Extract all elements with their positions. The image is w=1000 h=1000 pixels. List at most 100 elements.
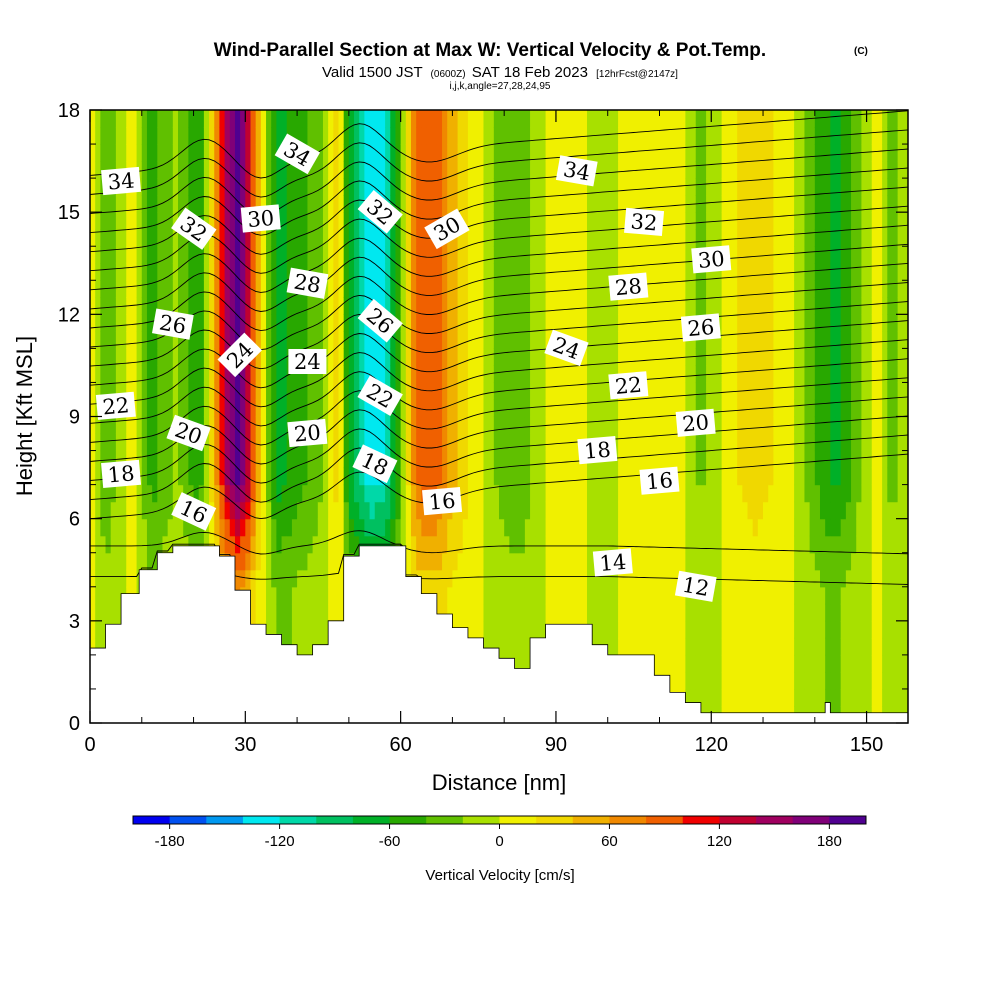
velocity-cell (561, 467, 567, 486)
velocity-cell (711, 263, 718, 281)
velocity-cell (581, 246, 588, 264)
velocity-cell (198, 467, 205, 486)
velocity-cell (747, 603, 754, 622)
velocity-cell (115, 484, 122, 503)
velocity-cell (535, 229, 542, 247)
velocity-cell (742, 331, 749, 349)
velocity-cell (794, 280, 800, 298)
velocity-cell (752, 569, 759, 588)
velocity-cell (359, 416, 365, 435)
velocity-cell (431, 127, 438, 145)
velocity-cell (587, 229, 593, 247)
velocity-cell (95, 161, 101, 179)
velocity-cell (452, 314, 459, 332)
velocity-cell (602, 467, 609, 486)
velocity-cell (203, 450, 210, 469)
velocity-cell (514, 484, 521, 503)
velocity-cell (354, 501, 360, 520)
velocity-cell (628, 433, 635, 452)
velocity-cell (385, 433, 391, 452)
velocity-cell (436, 348, 443, 367)
velocity-cell (219, 229, 226, 247)
velocity-cell (550, 569, 557, 588)
velocity-cell (348, 297, 355, 315)
velocity-cell (669, 110, 676, 128)
velocity-cell (493, 348, 500, 367)
velocity-cell (783, 331, 790, 349)
velocity-cell (535, 280, 542, 298)
velocity-cell (545, 161, 552, 179)
velocity-cell (711, 433, 718, 452)
velocity-cell (731, 518, 738, 537)
velocity-cell (680, 212, 686, 230)
velocity-cell (664, 280, 671, 298)
velocity-cell (535, 144, 542, 162)
velocity-cell (302, 569, 309, 588)
velocity-cell (540, 212, 547, 230)
velocity-cell (493, 552, 500, 571)
velocity-cell (198, 110, 205, 128)
velocity-cell (571, 144, 578, 162)
velocity-cell (105, 603, 112, 622)
velocity-cell (379, 246, 386, 264)
velocity-cell (442, 552, 448, 571)
velocity-cell (157, 178, 164, 196)
velocity-cell (654, 365, 661, 384)
velocity-cell (540, 263, 547, 281)
velocity-cell (172, 110, 179, 128)
velocity-cell (421, 144, 428, 162)
velocity-cell (587, 382, 593, 401)
velocity-cell (297, 586, 303, 605)
velocity-cell (799, 416, 806, 435)
velocity-cell (778, 110, 785, 128)
velocity-cell (602, 416, 609, 435)
velocity-cell (571, 399, 578, 418)
velocity-cell (597, 416, 604, 435)
velocity-cell (628, 195, 635, 213)
velocity-cell (203, 127, 210, 145)
velocity-cell (690, 688, 697, 707)
velocity-cell (700, 603, 707, 622)
velocity-cell (462, 365, 469, 384)
velocity-cell (297, 127, 303, 145)
velocity-cell (462, 467, 469, 486)
velocity-cell (447, 450, 454, 469)
velocity-cell (690, 127, 697, 145)
velocity-cell (685, 399, 692, 418)
velocity-cell (302, 467, 309, 486)
velocity-cell (711, 637, 718, 656)
velocity-cell (571, 603, 578, 622)
velocity-cell (178, 450, 184, 469)
velocity-cell (167, 348, 174, 367)
velocity-cell (457, 450, 464, 469)
velocity-cell (105, 212, 112, 230)
velocity-cell (343, 297, 350, 315)
velocity-cell (763, 331, 769, 349)
velocity-cell (514, 263, 521, 281)
velocity-cell (110, 331, 117, 349)
velocity-cell (504, 467, 510, 486)
velocity-cell (90, 144, 96, 162)
velocity-cell (452, 603, 459, 622)
velocity-cell (146, 161, 153, 179)
velocity-cell (540, 450, 547, 469)
velocity-cell (504, 246, 510, 264)
velocity-cell (214, 433, 221, 452)
velocity-cell (214, 246, 221, 264)
velocity-cell (778, 331, 785, 349)
velocity-cell (514, 382, 521, 401)
velocity-cell (659, 348, 666, 367)
velocity-cell (721, 467, 728, 486)
velocity-cell (183, 518, 189, 537)
velocity-cell (618, 569, 624, 588)
velocity-cell (659, 314, 666, 332)
velocity-cell (90, 467, 96, 486)
velocity-cell (726, 144, 733, 162)
velocity-cell (462, 518, 469, 537)
velocity-cell (737, 212, 743, 230)
velocity-cell (643, 348, 650, 367)
velocity-cell (312, 399, 319, 418)
velocity-cell (90, 178, 96, 196)
velocity-cell (297, 178, 303, 196)
velocity-cell (721, 110, 728, 128)
